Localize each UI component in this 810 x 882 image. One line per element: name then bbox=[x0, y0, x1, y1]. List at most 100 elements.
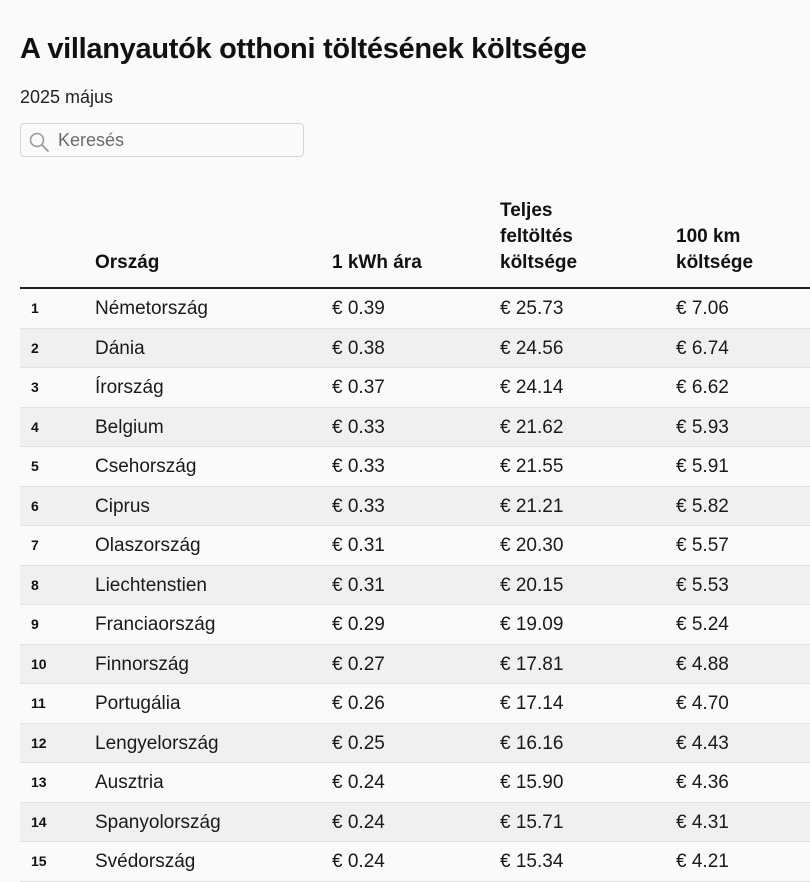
column-header-per-100km[interactable]: 100 km költsége bbox=[676, 226, 754, 273]
full-charge-cell: € 25.73 bbox=[500, 298, 564, 319]
full-charge-cell: € 21.55 bbox=[500, 456, 564, 477]
country-cell: Liechtenstien bbox=[95, 574, 207, 596]
table-row: 8 Liechtenstien € 0.31 € 20.15 € 5.53 bbox=[20, 565, 810, 605]
kwh-price-cell: € 0.27 bbox=[332, 653, 385, 675]
table-row: 3 Írország € 0.37 € 24.14 € 6.62 bbox=[20, 368, 810, 408]
table-row: 5 Csehország € 0.33 € 21.55 € 5.91 bbox=[20, 447, 810, 487]
country-cell: Finnország bbox=[95, 653, 189, 675]
table-row: 13 Ausztria € 0.24 € 15.90 € 4.36 bbox=[20, 763, 810, 803]
kwh-price-cell: € 0.24 bbox=[332, 772, 385, 793]
kwh-price-cell: € 0.24 bbox=[332, 851, 385, 872]
full-charge-cell: € 16.16 bbox=[500, 732, 564, 754]
country-cell: Franciaország bbox=[95, 614, 216, 635]
column-header-country[interactable]: Ország bbox=[95, 252, 160, 273]
full-charge-cell: € 24.14 bbox=[500, 377, 564, 398]
country-cell: Dánia bbox=[95, 337, 145, 359]
country-cell: Svédország bbox=[95, 851, 196, 872]
table-row: 11 Portugália € 0.26 € 17.14 € 4.70 bbox=[20, 684, 810, 724]
per-100km-cell: € 5.82 bbox=[676, 495, 729, 517]
page-subtitle: 2025 május bbox=[20, 87, 114, 107]
kwh-price-cell: € 0.33 bbox=[332, 416, 385, 438]
table-row: 1 Németország € 0.39 € 25.73 € 7.06 bbox=[20, 289, 810, 329]
rank-cell: 11 bbox=[31, 695, 46, 711]
table-row: 10 Finnország € 0.27 € 17.81 € 4.88 bbox=[20, 644, 810, 684]
rank-cell: 13 bbox=[31, 774, 47, 790]
kwh-price-cell: € 0.25 bbox=[332, 732, 385, 754]
kwh-price-cell: € 0.26 bbox=[332, 693, 385, 714]
per-100km-cell: € 5.53 bbox=[676, 574, 729, 596]
per-100km-cell: € 4.36 bbox=[676, 772, 729, 793]
full-charge-cell: € 19.09 bbox=[500, 614, 564, 635]
search-box[interactable] bbox=[20, 123, 304, 157]
country-cell: Írország bbox=[95, 377, 164, 398]
per-100km-cell: € 5.24 bbox=[676, 614, 729, 635]
page-title: A villanyautók otthoni töltésének költsé… bbox=[20, 33, 587, 65]
table-row: 9 Franciaország € 0.29 € 19.09 € 5.24 bbox=[20, 605, 810, 645]
per-100km-cell: € 6.74 bbox=[676, 337, 729, 359]
country-cell: Németország bbox=[95, 298, 208, 319]
table-body: 1 Németország € 0.39 € 25.73 € 7.06 2 Dánia € 0… bbox=[20, 289, 810, 882]
country-cell: Ciprus bbox=[95, 495, 150, 517]
rank-cell: 9 bbox=[31, 616, 39, 632]
full-charge-cell: € 21.21 bbox=[500, 495, 564, 517]
full-charge-cell: € 20.30 bbox=[500, 535, 564, 556]
full-charge-cell: € 17.81 bbox=[500, 653, 564, 675]
table-header: Ország 1 kWh ára Teljes feltöltés költsé… bbox=[20, 198, 810, 289]
country-cell: Portugália bbox=[95, 693, 181, 714]
kwh-price-cell: € 0.33 bbox=[332, 456, 385, 477]
rank-cell: 3 bbox=[31, 379, 39, 395]
per-100km-cell: € 4.31 bbox=[676, 811, 729, 833]
full-charge-cell: € 20.15 bbox=[500, 574, 564, 596]
kwh-price-cell: € 0.31 bbox=[332, 535, 385, 556]
full-charge-cell: € 21.62 bbox=[500, 416, 564, 438]
kwh-price-cell: € 0.31 bbox=[332, 574, 385, 596]
rank-cell: 15 bbox=[31, 853, 47, 869]
kwh-price-cell: € 0.24 bbox=[332, 811, 385, 833]
per-100km-cell: € 6.62 bbox=[676, 377, 729, 398]
rank-cell: 5 bbox=[31, 458, 39, 474]
full-charge-cell: € 15.90 bbox=[500, 772, 564, 793]
full-charge-cell: € 24.56 bbox=[500, 337, 564, 359]
search-icon bbox=[28, 131, 50, 153]
country-cell: Ausztria bbox=[95, 772, 164, 793]
data-table: Ország 1 kWh ára Teljes feltöltés költsé… bbox=[20, 198, 810, 882]
full-charge-cell: € 15.34 bbox=[500, 851, 564, 872]
rank-cell: 6 bbox=[31, 497, 39, 514]
kwh-price-cell: € 0.38 bbox=[332, 337, 385, 359]
per-100km-cell: € 7.06 bbox=[676, 298, 729, 319]
country-cell: Csehország bbox=[95, 456, 197, 477]
kwh-price-cell: € 0.37 bbox=[332, 377, 385, 398]
column-header-full-charge[interactable]: Teljes feltöltés költsége bbox=[500, 200, 578, 273]
rank-cell: 12 bbox=[31, 734, 47, 751]
full-charge-cell: € 17.14 bbox=[500, 693, 564, 714]
country-cell: Spanyolország bbox=[95, 811, 221, 833]
rank-cell: 1 bbox=[31, 300, 39, 316]
per-100km-cell: € 4.70 bbox=[676, 693, 729, 714]
table-row: 12 Lengyelország € 0.25 € 16.16 € 4.43 bbox=[20, 723, 810, 763]
rank-cell: 4 bbox=[31, 418, 39, 435]
kwh-price-cell: € 0.29 bbox=[332, 614, 385, 635]
per-100km-cell: € 5.93 bbox=[676, 416, 729, 438]
table-row: 2 Dánia € 0.38 € 24.56 € 6.74 bbox=[20, 328, 810, 368]
table-row: 7 Olaszország € 0.31 € 20.30 € 5.57 bbox=[20, 526, 810, 566]
rank-cell: 2 bbox=[31, 339, 39, 356]
table-row: 15 Svédország € 0.24 € 15.34 € 4.21 bbox=[20, 842, 810, 882]
per-100km-cell: € 4.88 bbox=[676, 653, 729, 675]
search-input[interactable] bbox=[58, 126, 298, 154]
per-100km-cell: € 4.21 bbox=[676, 851, 729, 872]
rank-cell: 10 bbox=[31, 655, 47, 672]
table-row: 14 Spanyolország € 0.24 € 15.71 € 4.31 bbox=[20, 802, 810, 842]
column-header-kwh-price[interactable]: 1 kWh ára bbox=[332, 252, 422, 273]
rank-cell: 7 bbox=[31, 537, 39, 553]
country-cell: Belgium bbox=[95, 416, 164, 438]
country-cell: Lengyelország bbox=[95, 732, 219, 754]
table-row: 4 Belgium € 0.33 € 21.62 € 5.93 bbox=[20, 407, 810, 447]
table-row: 6 Ciprus € 0.33 € 21.21 € 5.82 bbox=[20, 486, 810, 526]
rank-cell: 14 bbox=[31, 813, 47, 830]
kwh-price-cell: € 0.33 bbox=[332, 495, 385, 517]
rank-cell: 8 bbox=[31, 576, 39, 593]
per-100km-cell: € 5.57 bbox=[676, 535, 729, 556]
full-charge-cell: € 15.71 bbox=[500, 811, 564, 833]
per-100km-cell: € 5.91 bbox=[676, 456, 729, 477]
kwh-price-cell: € 0.39 bbox=[332, 298, 385, 319]
